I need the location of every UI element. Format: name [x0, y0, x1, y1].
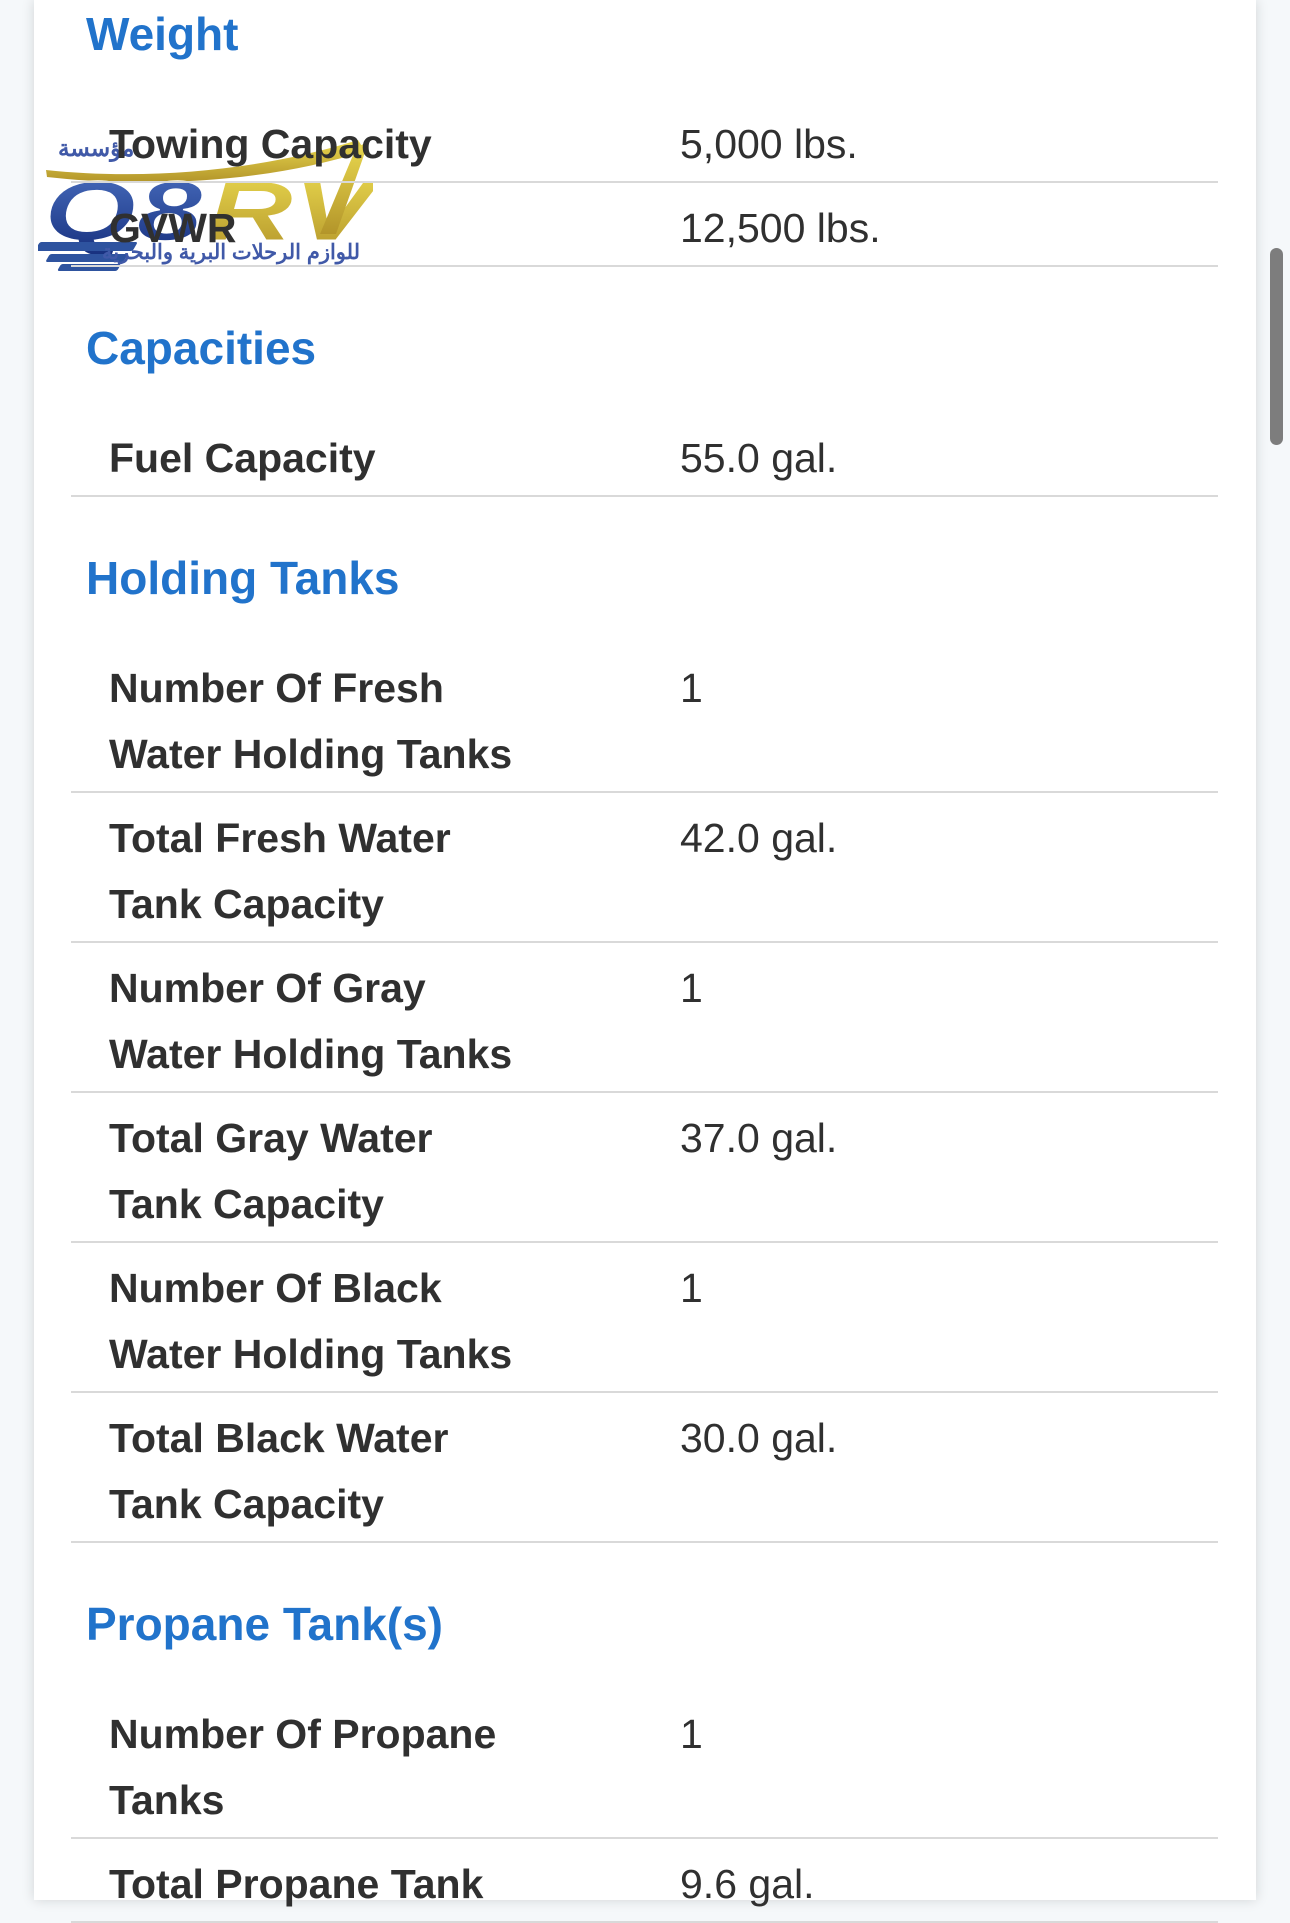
- spec-label-line: Total Fresh Water: [109, 815, 451, 861]
- spec-row: Total Black Water Tank Capacity 30.0 gal.: [71, 1393, 1218, 1543]
- spec-value: 42.0 gal.: [680, 815, 838, 861]
- spec-value: 37.0 gal.: [680, 1115, 838, 1161]
- section-rows: Fuel Capacity 55.0 gal.: [71, 413, 1218, 497]
- spec-label: Number Of Propane Tanks: [71, 1701, 680, 1833]
- spec-value: 1: [680, 1265, 703, 1311]
- spec-label-line: Tank Capacity: [109, 1481, 384, 1527]
- spec-label-line: Tanks: [109, 1777, 225, 1823]
- spec-row: Number Of Propane Tanks 1: [71, 1689, 1218, 1839]
- spec-label-line: Water Holding Tanks: [109, 731, 513, 777]
- spec-label-line: Number Of Fresh: [109, 665, 444, 711]
- spec-label-line: Total Propane Tank: [109, 1861, 484, 1907]
- spec-row: Total Propane Tank 9.6 gal.: [71, 1839, 1218, 1923]
- spec-row: Fuel Capacity 55.0 gal.: [71, 413, 1218, 497]
- spec-row: Towing Capacity 5,000 lbs.: [71, 99, 1218, 183]
- spec-row: GVWR 12,500 lbs.: [71, 183, 1218, 267]
- spec-label-line: Towing Capacity: [109, 121, 432, 167]
- spec-label-line: GVWR: [109, 205, 237, 251]
- spec-section: Holding Tanks Number Of Fresh Water Holdi…: [34, 552, 1256, 1543]
- spec-section: Capacities Fuel Capacity 55.0 gal.: [34, 322, 1256, 497]
- spec-value: 9.6 gal.: [680, 1861, 815, 1907]
- content-card: مؤسسة Q8 RV للوازم الرحلات البرية والبحر…: [34, 0, 1256, 1923]
- section-title: Capacities: [86, 322, 317, 374]
- spec-label: Number Of Black Water Holding Tanks: [71, 1255, 680, 1387]
- section-rows: Towing Capacity 5,000 lbs. GVWR 12,500 l…: [71, 99, 1218, 267]
- spec-label-line: Total Gray Water: [109, 1115, 433, 1161]
- spec-row: Number Of Black Water Holding Tanks 1: [71, 1243, 1218, 1393]
- spec-label: GVWR: [71, 195, 680, 261]
- spec-value: 30.0 gal.: [680, 1415, 838, 1461]
- spec-label-line: Water Holding Tanks: [109, 1031, 513, 1077]
- spec-label-line: Tank Capacity: [109, 881, 384, 927]
- spec-label-line: Water Holding Tanks: [109, 1331, 513, 1377]
- spec-label: Total Black Water Tank Capacity: [71, 1405, 680, 1537]
- section-rows: Number Of Fresh Water Holding Tanks 1 Tot…: [71, 643, 1218, 1543]
- spec-label-line: Total Black Water: [109, 1415, 449, 1461]
- spec-value: 1: [680, 665, 703, 711]
- spec-label-line: Tank Capacity: [109, 1181, 384, 1227]
- scrollbar-track[interactable]: [1256, 0, 1290, 1900]
- spec-label: Fuel Capacity: [71, 425, 680, 491]
- spec-label-line: Number Of Propane: [109, 1711, 497, 1757]
- spec-label: Total Propane Tank: [71, 1851, 680, 1917]
- spec-label: Towing Capacity: [71, 111, 680, 177]
- spec-value: 12,500 lbs.: [680, 205, 881, 251]
- spec-label: Number Of Fresh Water Holding Tanks: [71, 655, 680, 787]
- section-rows: Number Of Propane Tanks 1 Total Propane T…: [71, 1689, 1218, 1923]
- spec-label-line: Number Of Black: [109, 1265, 442, 1311]
- section-title: Weight: [86, 8, 239, 60]
- spec-value: 1: [680, 1711, 703, 1757]
- spec-label: Number Of Gray Water Holding Tanks: [71, 955, 680, 1087]
- spec-section: Propane Tank(s) Number Of Propane Tanks 1…: [34, 1598, 1256, 1923]
- spec-label: Total Fresh Water Tank Capacity: [71, 805, 680, 937]
- spec-row: Total Fresh Water Tank Capacity 42.0 gal.: [71, 793, 1218, 943]
- spec-label-line: Number Of Gray: [109, 965, 426, 1011]
- section-title: Propane Tank(s): [86, 1598, 443, 1650]
- spec-section: Weight Towing Capacity 5,000 lbs. GVWR 1…: [34, 8, 1256, 267]
- spec-value: 1: [680, 965, 703, 1011]
- spec-row: Number Of Fresh Water Holding Tanks 1: [71, 643, 1218, 793]
- spec-table: Weight Towing Capacity 5,000 lbs. GVWR 1…: [34, 0, 1256, 1923]
- section-title: Holding Tanks: [86, 552, 400, 604]
- spec-row: Number Of Gray Water Holding Tanks 1: [71, 943, 1218, 1093]
- scrollbar-thumb[interactable]: [1270, 248, 1283, 445]
- spec-label: Total Gray Water Tank Capacity: [71, 1105, 680, 1237]
- spec-value: 5,000 lbs.: [680, 121, 858, 167]
- spec-row: Total Gray Water Tank Capacity 37.0 gal.: [71, 1093, 1218, 1243]
- spec-label-line: Fuel Capacity: [109, 435, 376, 481]
- spec-value: 55.0 gal.: [680, 435, 838, 481]
